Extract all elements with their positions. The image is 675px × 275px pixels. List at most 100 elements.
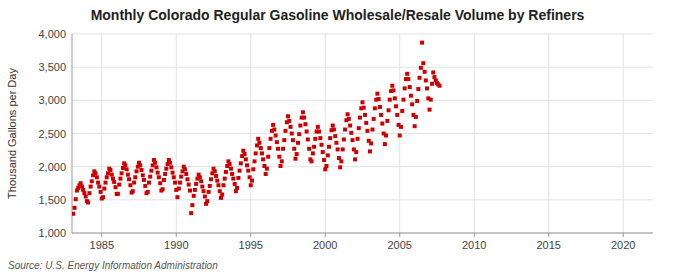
x-grid-line bbox=[548, 34, 549, 233]
point bbox=[244, 157, 248, 161]
point bbox=[202, 189, 206, 193]
point bbox=[271, 123, 275, 127]
x-tick-label: 2000 bbox=[313, 239, 337, 251]
point bbox=[104, 181, 108, 185]
x-tick bbox=[101, 233, 102, 237]
point bbox=[310, 159, 314, 163]
point bbox=[239, 161, 243, 165]
y-axis-label: Thousand Gallons per Day bbox=[6, 68, 18, 199]
x-tick-label: 2020 bbox=[611, 239, 635, 251]
point bbox=[320, 143, 324, 147]
point bbox=[264, 172, 268, 176]
point bbox=[423, 70, 427, 74]
point bbox=[343, 128, 347, 132]
y-grid-line bbox=[72, 199, 653, 200]
point bbox=[416, 87, 420, 91]
x-grid-line bbox=[474, 34, 475, 233]
point bbox=[322, 158, 326, 162]
point bbox=[148, 175, 152, 179]
point bbox=[214, 174, 218, 178]
x-tick bbox=[623, 233, 624, 237]
point bbox=[438, 84, 442, 88]
point bbox=[356, 137, 360, 141]
point bbox=[290, 132, 294, 136]
point bbox=[317, 130, 321, 134]
point bbox=[146, 190, 150, 194]
point bbox=[123, 163, 127, 167]
point bbox=[133, 175, 137, 179]
point bbox=[369, 141, 373, 145]
y-tick-label: 3,500 bbox=[38, 61, 66, 73]
point bbox=[209, 177, 213, 181]
point bbox=[156, 171, 160, 175]
point bbox=[86, 200, 90, 204]
point bbox=[280, 159, 284, 163]
point bbox=[274, 133, 278, 137]
title: Monthly Colorado Regular Gasoline Wholes… bbox=[91, 7, 585, 23]
x-tick bbox=[325, 233, 326, 237]
point bbox=[279, 164, 283, 168]
point bbox=[87, 191, 91, 195]
point bbox=[318, 136, 322, 140]
point bbox=[184, 172, 188, 176]
point bbox=[338, 165, 342, 169]
point bbox=[266, 155, 270, 159]
point bbox=[339, 159, 343, 163]
x-tick bbox=[474, 233, 475, 237]
point bbox=[96, 181, 100, 185]
point bbox=[379, 113, 383, 117]
chart-container: Monthly Colorado Regular Gasoline Wholes… bbox=[0, 0, 675, 275]
x-grid-line bbox=[101, 34, 102, 233]
point bbox=[377, 97, 381, 101]
point bbox=[287, 119, 291, 123]
point bbox=[399, 125, 403, 129]
point bbox=[250, 179, 254, 183]
point bbox=[188, 189, 192, 193]
y-tick-label: 1,000 bbox=[38, 227, 66, 239]
point bbox=[341, 147, 345, 151]
point bbox=[190, 203, 194, 207]
point bbox=[260, 151, 264, 155]
point bbox=[281, 147, 285, 151]
point bbox=[357, 126, 361, 130]
point bbox=[421, 61, 425, 65]
point bbox=[431, 70, 435, 74]
point bbox=[298, 124, 302, 128]
point bbox=[162, 178, 166, 182]
point bbox=[405, 72, 409, 76]
y-tick-label: 2,000 bbox=[38, 161, 66, 173]
grid bbox=[72, 34, 653, 233]
point bbox=[243, 152, 247, 156]
point bbox=[94, 171, 98, 175]
point bbox=[413, 124, 417, 128]
point bbox=[120, 171, 124, 175]
y-grid-line bbox=[72, 233, 653, 234]
point bbox=[199, 179, 203, 183]
point bbox=[384, 133, 388, 137]
point bbox=[125, 167, 129, 171]
point bbox=[430, 82, 434, 86]
point bbox=[215, 179, 219, 183]
point bbox=[311, 151, 315, 155]
point bbox=[354, 150, 358, 154]
point bbox=[293, 157, 297, 161]
point bbox=[361, 100, 365, 104]
y-grid-line bbox=[72, 166, 653, 167]
point bbox=[275, 140, 279, 144]
point bbox=[312, 145, 316, 149]
point bbox=[410, 102, 414, 106]
point bbox=[101, 195, 105, 199]
point bbox=[141, 173, 145, 177]
point bbox=[387, 108, 391, 112]
x-axis-line bbox=[72, 233, 653, 234]
point bbox=[238, 169, 242, 173]
y-axis-line bbox=[72, 34, 73, 233]
point bbox=[326, 153, 330, 157]
point bbox=[169, 165, 173, 169]
point bbox=[390, 84, 394, 88]
point bbox=[138, 163, 142, 167]
point bbox=[164, 167, 168, 171]
point bbox=[193, 188, 197, 192]
point bbox=[364, 121, 368, 125]
point bbox=[403, 86, 407, 90]
